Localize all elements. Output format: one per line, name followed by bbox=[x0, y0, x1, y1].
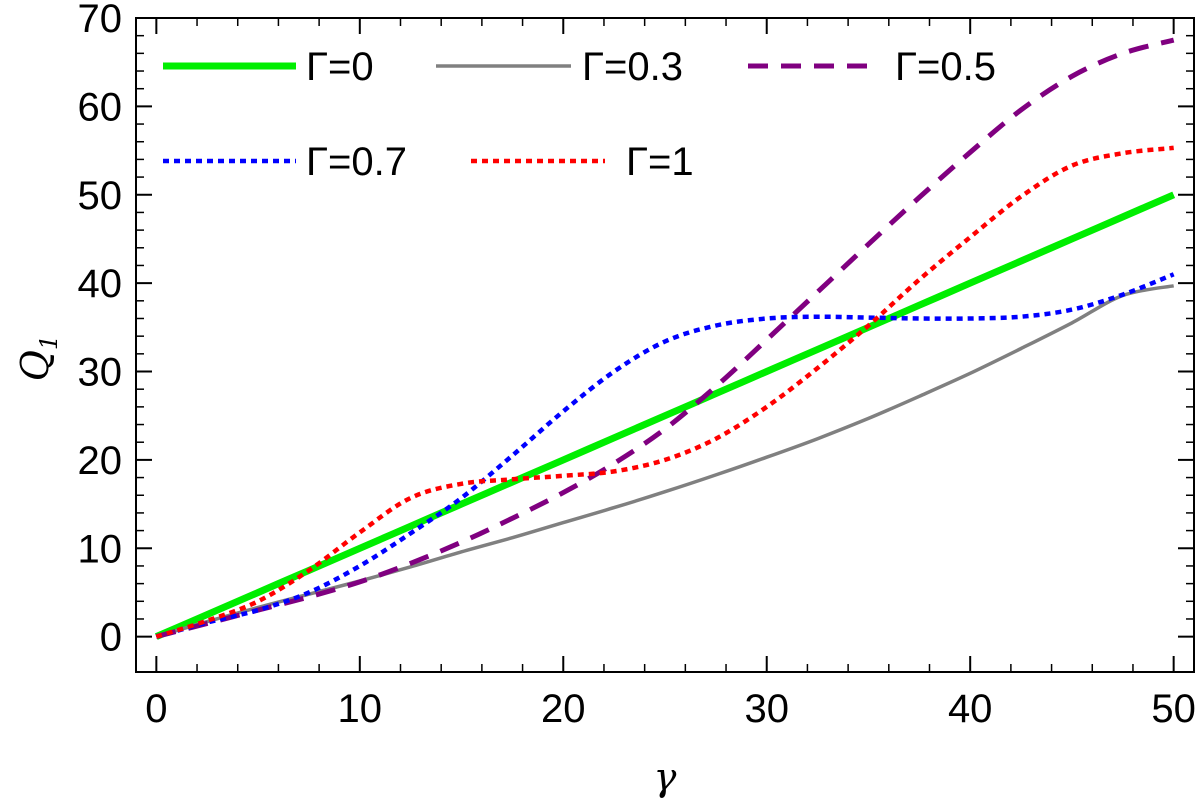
x-tick-label: 30 bbox=[744, 687, 789, 731]
major-ticks bbox=[136, 17, 1194, 672]
series-line-5 bbox=[155, 145, 1174, 639]
y-tick-label: 20 bbox=[78, 439, 123, 483]
x-tick-label: 20 bbox=[541, 687, 586, 731]
legend: Γ=0 Γ=0.3 Γ=0.5 Γ=0.7 Γ=1 bbox=[163, 45, 996, 184]
x-tick-label: 50 bbox=[1151, 687, 1196, 731]
plot-frame bbox=[135, 17, 1195, 673]
y-tick-label: 50 bbox=[78, 174, 123, 218]
series-lines bbox=[154, 37, 1176, 640]
legend-label-4: Γ=0.7 bbox=[306, 140, 407, 184]
minor-ticks bbox=[136, 18, 1194, 672]
series-line-4 bbox=[155, 272, 1175, 639]
y-tick-labels: 0 10 20 30 40 50 60 70 bbox=[78, 0, 123, 660]
y-tick-label: 70 bbox=[78, 0, 123, 41]
x-axis-title: γ bbox=[654, 755, 677, 799]
y-axis-title: Q1 bbox=[13, 335, 63, 381]
x-tick-label: 0 bbox=[145, 687, 167, 731]
x-tick-labels: 0 10 20 30 40 50 bbox=[145, 687, 1196, 731]
y-tick-label: 60 bbox=[78, 85, 123, 129]
y-tick-label: 40 bbox=[78, 262, 123, 306]
x-tick-label: 10 bbox=[338, 687, 383, 731]
legend-label-3: Γ=0.5 bbox=[895, 45, 996, 89]
legend-label-1: Γ=0 bbox=[306, 45, 374, 89]
series-line-1 bbox=[154, 191, 1176, 640]
y-tick-label: 10 bbox=[78, 527, 123, 571]
y-axis-title-main: Q bbox=[13, 350, 57, 381]
series-line-3 bbox=[155, 37, 1175, 640]
y-axis-title-subscript: 1 bbox=[35, 335, 63, 350]
legend-label-5: Γ=1 bbox=[626, 140, 694, 184]
y-tick-label: 0 bbox=[100, 616, 122, 660]
y-tick-label: 30 bbox=[78, 351, 123, 395]
legend-label-2: Γ=0.3 bbox=[582, 45, 683, 89]
x-tick-label: 40 bbox=[948, 687, 993, 731]
